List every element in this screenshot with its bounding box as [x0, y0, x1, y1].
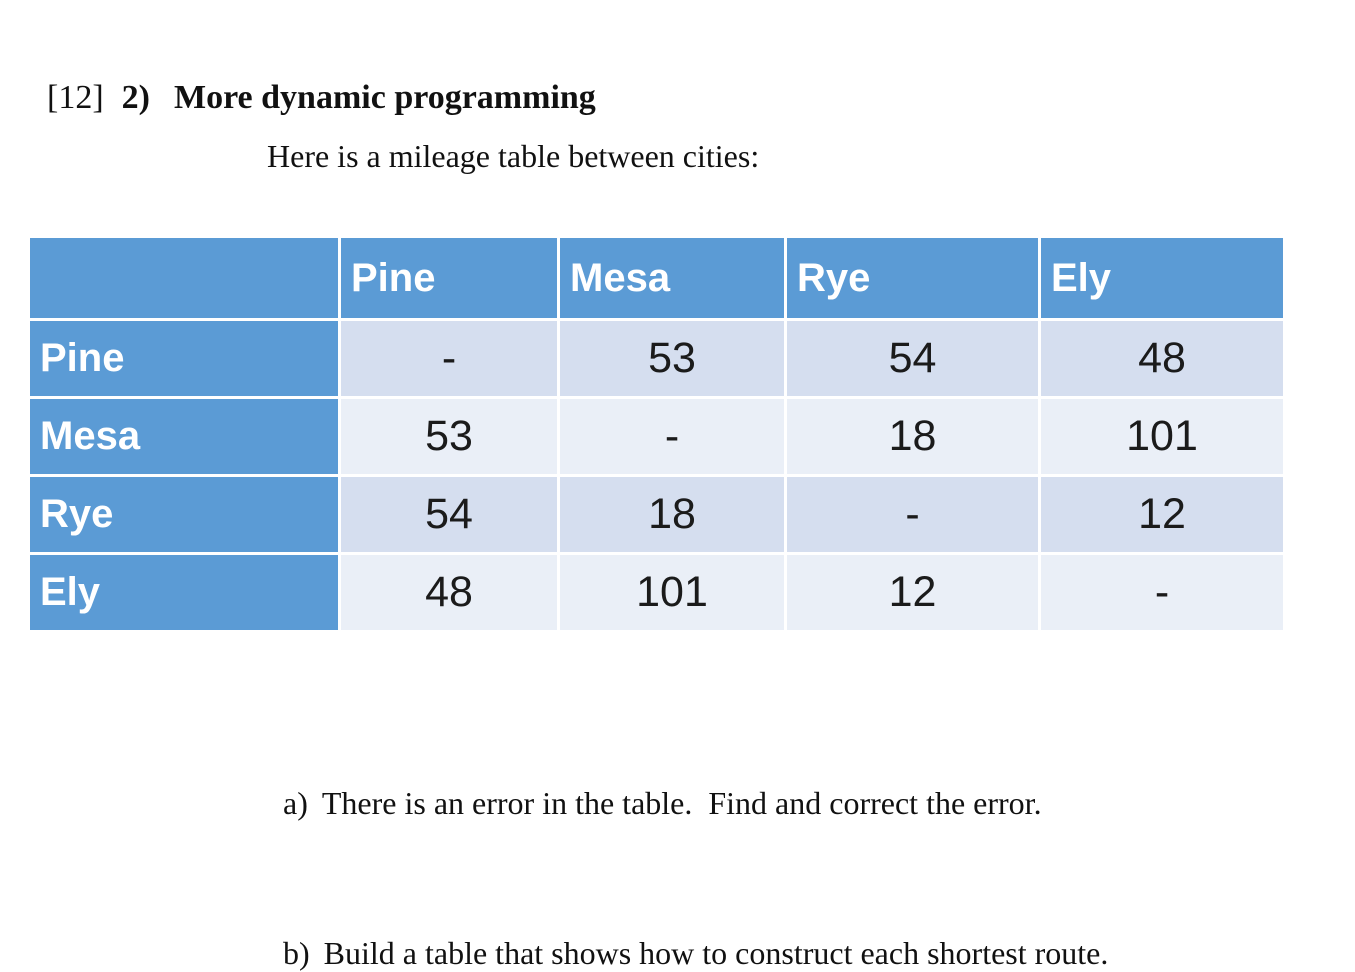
column-header-mesa: Mesa	[560, 238, 784, 318]
cell-rye-mesa: 18	[560, 477, 784, 552]
cell-ely-pine: 48	[341, 555, 557, 630]
question-b: b) Build a table that shows how to constr…	[267, 898, 1108, 972]
cell-mesa-pine: 53	[341, 399, 557, 474]
mileage-table: Pine Mesa Rye Ely Pine - 53 54 48 Mesa 5…	[30, 238, 1283, 630]
cell-mesa-rye: 18	[787, 399, 1038, 474]
cell-pine-mesa: 53	[560, 321, 784, 396]
question-a-text: There is an error in the table. Find and…	[321, 785, 1042, 821]
cell-ely-ely: -	[1041, 555, 1283, 630]
problem-number: 2)	[121, 79, 150, 117]
cell-ely-mesa: 101	[560, 555, 784, 630]
cell-mesa-mesa: -	[560, 399, 784, 474]
question-a-label: a)	[283, 785, 308, 821]
column-header-pine: Pine	[341, 238, 557, 318]
problem-heading: [12] 2) More dynamic programming	[30, 42, 596, 117]
question-b-label: b)	[283, 935, 310, 971]
cell-pine-rye: 54	[787, 321, 1038, 396]
cell-ely-rye: 12	[787, 555, 1038, 630]
cell-rye-rye: -	[787, 477, 1038, 552]
cell-pine-pine: -	[341, 321, 557, 396]
intro-text: Here is a mileage table between cities:	[267, 138, 760, 174]
corner-header-cell	[30, 238, 338, 318]
row-header-ely: Ely	[30, 555, 338, 630]
problem-points: [12]	[47, 79, 104, 117]
cell-rye-pine: 54	[341, 477, 557, 552]
cell-mesa-ely: 101	[1041, 399, 1283, 474]
row-header-mesa: Mesa	[30, 399, 338, 474]
problem-title: More dynamic programming	[173, 79, 596, 117]
column-header-ely: Ely	[1041, 238, 1283, 318]
row-header-pine: Pine	[30, 321, 338, 396]
cell-rye-ely: 12	[1041, 477, 1283, 552]
cell-pine-ely: 48	[1041, 321, 1283, 396]
question-a: a) There is an error in the table. Find a…	[267, 748, 1042, 822]
question-b-text: Build a table that shows how to construc…	[323, 935, 1109, 971]
column-header-rye: Rye	[787, 238, 1038, 318]
row-header-rye: Rye	[30, 477, 338, 552]
